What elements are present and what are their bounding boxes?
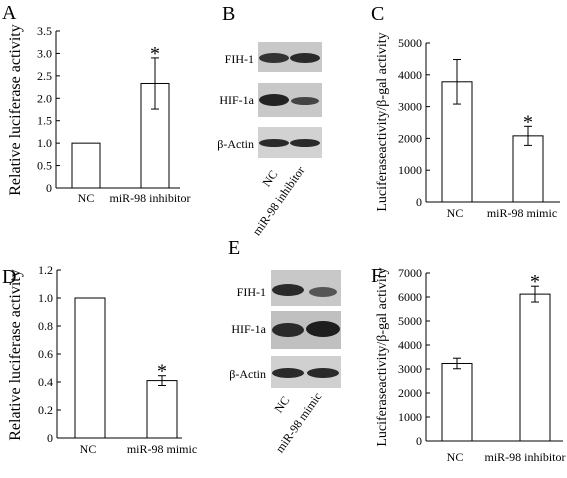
band [272,368,304,378]
y-tick-label: 1.0 [37,136,52,150]
bar [146,380,178,439]
panel-letter-f: F [371,265,382,287]
y-tick-label: 1000 [398,410,422,424]
y-tick-label: 5000 [398,314,422,328]
y-tick-label: 2000 [398,131,422,145]
category-label: miR-98 inhibitor [110,191,191,205]
bar [519,293,551,442]
band [259,53,289,63]
y-tick-label: 2.5 [37,69,52,83]
category-label: miR-98 mimic [487,206,557,220]
y-tick-label: 2.0 [37,91,52,105]
category-label: miR-98 inhibitor [485,450,566,464]
band [309,287,337,297]
y-tick-label: 1.5 [37,114,52,128]
y-tick-label: 0 [46,181,52,195]
blot-row-label: FIH-1 [237,285,266,299]
panel-letter-c: C [371,3,384,25]
y-tick-label: 6000 [398,290,422,304]
y-tick-label: 0 [416,195,422,209]
y-tick-label: 0.5 [37,159,52,173]
y-axis-label: Luciferaseactivity/β-gal activity [375,267,390,446]
y-tick-label: 1.2 [38,263,53,277]
chart-f: 0 1000 2000 3000 4000 5000 6000 7000 Luciferasea… [375,266,566,464]
band [259,139,289,147]
y-axis-label: Luciferaseactivity/β-gal activity [375,32,390,211]
y-tick-label: 0 [416,434,422,448]
y-tick-label: 3000 [398,100,422,114]
blot-row-label: β-Actin [229,367,266,381]
western-blot-b: FIH-1 HIF-1a β-Actin NC miR-98 inhibitor [217,42,322,238]
bar [74,297,106,439]
y-tick-label: 4000 [398,338,422,352]
blot-lane-label: NC [271,394,292,416]
y-tick-label: 0.2 [38,403,53,417]
category-label: NC [447,450,464,464]
blot-row-label: HIF-1a [231,322,266,336]
panel-letter-a: A [2,2,17,24]
significance-marker: * [157,361,167,383]
blot-row-label: FIH-1 [225,52,254,66]
bar [71,142,101,189]
chart-c: 0 1000 2000 3000 4000 5000 Luciferaseactivity/… [375,32,560,220]
band [272,284,304,296]
y-tick-label: 1000 [398,163,422,177]
y-tick-label: 0.8 [38,319,53,333]
western-blot-e: FIH-1 HIF-1a β-Actin NC miR-98 mimic [229,270,341,455]
blot-row-label: HIF-1a [219,93,254,107]
y-tick-label: 2000 [398,386,422,400]
band [272,323,304,337]
category-label: miR-98 mimic [127,442,197,456]
blot-row-label: β-Actin [217,137,254,151]
y-tick-label: 5000 [398,36,422,50]
y-tick-label: 0 [47,431,53,445]
band [306,321,340,337]
panel-letter-b: B [222,3,235,25]
band [291,97,319,105]
band [290,139,320,147]
category-label: NC [78,191,95,205]
category-label: NC [80,442,97,456]
panel-letter-d: D [2,266,16,288]
significance-marker: * [150,43,160,65]
y-tick-label: 3.0 [37,46,52,60]
y-tick-label: 0.6 [38,347,53,361]
chart-a: 0 0.5 1.0 1.5 2.0 2.5 3.0 3.5 Relative luciferas… [7,24,191,205]
blot-lane-label: NC [259,168,280,190]
y-tick-label: 1.0 [38,291,53,305]
chart-d: 0 0.2 0.4 0.6 0.8 1.0 1.2 Relative luciferase a… [7,263,197,456]
y-tick-label: 3000 [398,362,422,376]
significance-marker: * [523,111,533,133]
bar [512,135,544,203]
significance-marker: * [530,271,540,293]
y-tick-label: 4000 [398,68,422,82]
band [290,53,320,63]
y-axis-label: Relative luciferase activity [7,24,24,195]
band [307,368,339,378]
band [259,94,289,106]
y-tick-label: 7000 [398,266,422,280]
y-tick-label: 0.4 [38,375,53,389]
y-tick-label: 3.5 [37,24,52,38]
category-label: NC [447,206,464,220]
bar [441,362,473,442]
panel-letter-e: E [228,237,240,259]
y-axis-label: Relative luciferase activity [7,269,24,440]
